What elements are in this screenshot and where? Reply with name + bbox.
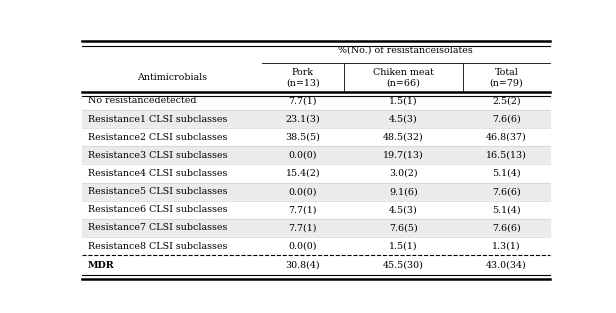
Text: 4.5(3): 4.5(3) [389, 205, 418, 214]
Text: 1.5(1): 1.5(1) [389, 96, 418, 105]
Text: 1.5(1): 1.5(1) [389, 242, 418, 251]
Text: 1.3(1): 1.3(1) [492, 242, 521, 251]
Text: 7.6(6): 7.6(6) [492, 115, 521, 124]
Text: Resistance2 CLSI subclasses: Resistance2 CLSI subclasses [87, 133, 227, 142]
Text: 4.5(3): 4.5(3) [389, 115, 418, 124]
Text: Resistance8 CLSI subclasses: Resistance8 CLSI subclasses [87, 242, 227, 251]
Text: 46.8(37): 46.8(37) [486, 133, 527, 142]
Text: 5.1(4): 5.1(4) [492, 169, 521, 178]
Text: 9.1(6): 9.1(6) [389, 187, 418, 196]
Text: No resistancedetected: No resistancedetected [87, 96, 196, 105]
Text: 19.7(13): 19.7(13) [383, 151, 424, 160]
Text: 43.0(34): 43.0(34) [486, 261, 527, 269]
Text: 23.1(3): 23.1(3) [285, 115, 320, 124]
Text: Chiken meat
(n=66): Chiken meat (n=66) [373, 68, 434, 88]
Text: 7.6(6): 7.6(6) [492, 223, 521, 233]
Text: 7.7(1): 7.7(1) [288, 223, 317, 233]
Text: Resistance4 CLSI subclasses: Resistance4 CLSI subclasses [87, 169, 227, 178]
Bar [82, 146, 549, 164]
Text: Resistance7 CLSI subclasses: Resistance7 CLSI subclasses [87, 223, 227, 233]
Text: 7.6(6): 7.6(6) [492, 187, 521, 196]
Text: 0.0(0): 0.0(0) [288, 151, 317, 160]
Bar [82, 201, 549, 219]
Text: 2.5(2): 2.5(2) [492, 96, 521, 105]
Text: Antimicrobials: Antimicrobials [137, 74, 207, 82]
Bar [82, 237, 549, 255]
Text: 16.5(13): 16.5(13) [486, 151, 527, 160]
Text: Pork
(n=13): Pork (n=13) [286, 68, 320, 88]
Text: 7.6(5): 7.6(5) [389, 223, 418, 233]
Bar [82, 128, 549, 146]
Text: Total
(n=79): Total (n=79) [490, 68, 523, 88]
Bar [82, 110, 549, 128]
Text: 0.0(0): 0.0(0) [288, 242, 317, 251]
Text: 3.0(2): 3.0(2) [389, 169, 418, 178]
Bar [82, 182, 549, 201]
Text: 7.7(1): 7.7(1) [288, 96, 317, 105]
Text: 0.0(0): 0.0(0) [288, 187, 317, 196]
Bar [82, 164, 549, 182]
Bar [82, 92, 549, 110]
Text: Resistance3 CLSI subclasses: Resistance3 CLSI subclasses [87, 151, 227, 160]
Text: Resistance5 CLSI subclasses: Resistance5 CLSI subclasses [87, 187, 227, 196]
Text: 5.1(4): 5.1(4) [492, 205, 521, 214]
Text: 48.5(32): 48.5(32) [383, 133, 424, 142]
Text: 30.8(4): 30.8(4) [286, 261, 320, 269]
Text: Resistance1 CLSI subclasses: Resistance1 CLSI subclasses [87, 115, 227, 124]
Text: Resistance6 CLSI subclasses: Resistance6 CLSI subclasses [87, 205, 227, 214]
Text: 15.4(2): 15.4(2) [286, 169, 320, 178]
Text: 45.5(30): 45.5(30) [383, 261, 424, 269]
Text: %(No.) of resistanceisolates: %(No.) of resistanceisolates [338, 46, 473, 55]
Bar [82, 255, 549, 275]
Text: MDR: MDR [87, 261, 114, 269]
Text: 7.7(1): 7.7(1) [288, 205, 317, 214]
Bar [82, 219, 549, 237]
Text: 38.5(5): 38.5(5) [285, 133, 320, 142]
